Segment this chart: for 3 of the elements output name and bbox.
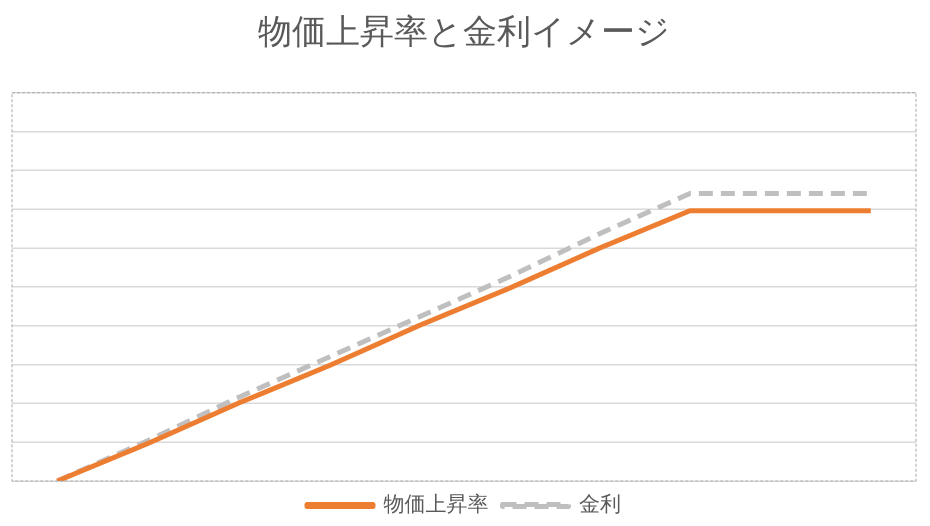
chart-title: 物価上昇率と金利イメージ — [258, 12, 670, 52]
legend-label: 物価上昇率 — [384, 492, 488, 516]
legend-label: 金利 — [579, 492, 621, 516]
